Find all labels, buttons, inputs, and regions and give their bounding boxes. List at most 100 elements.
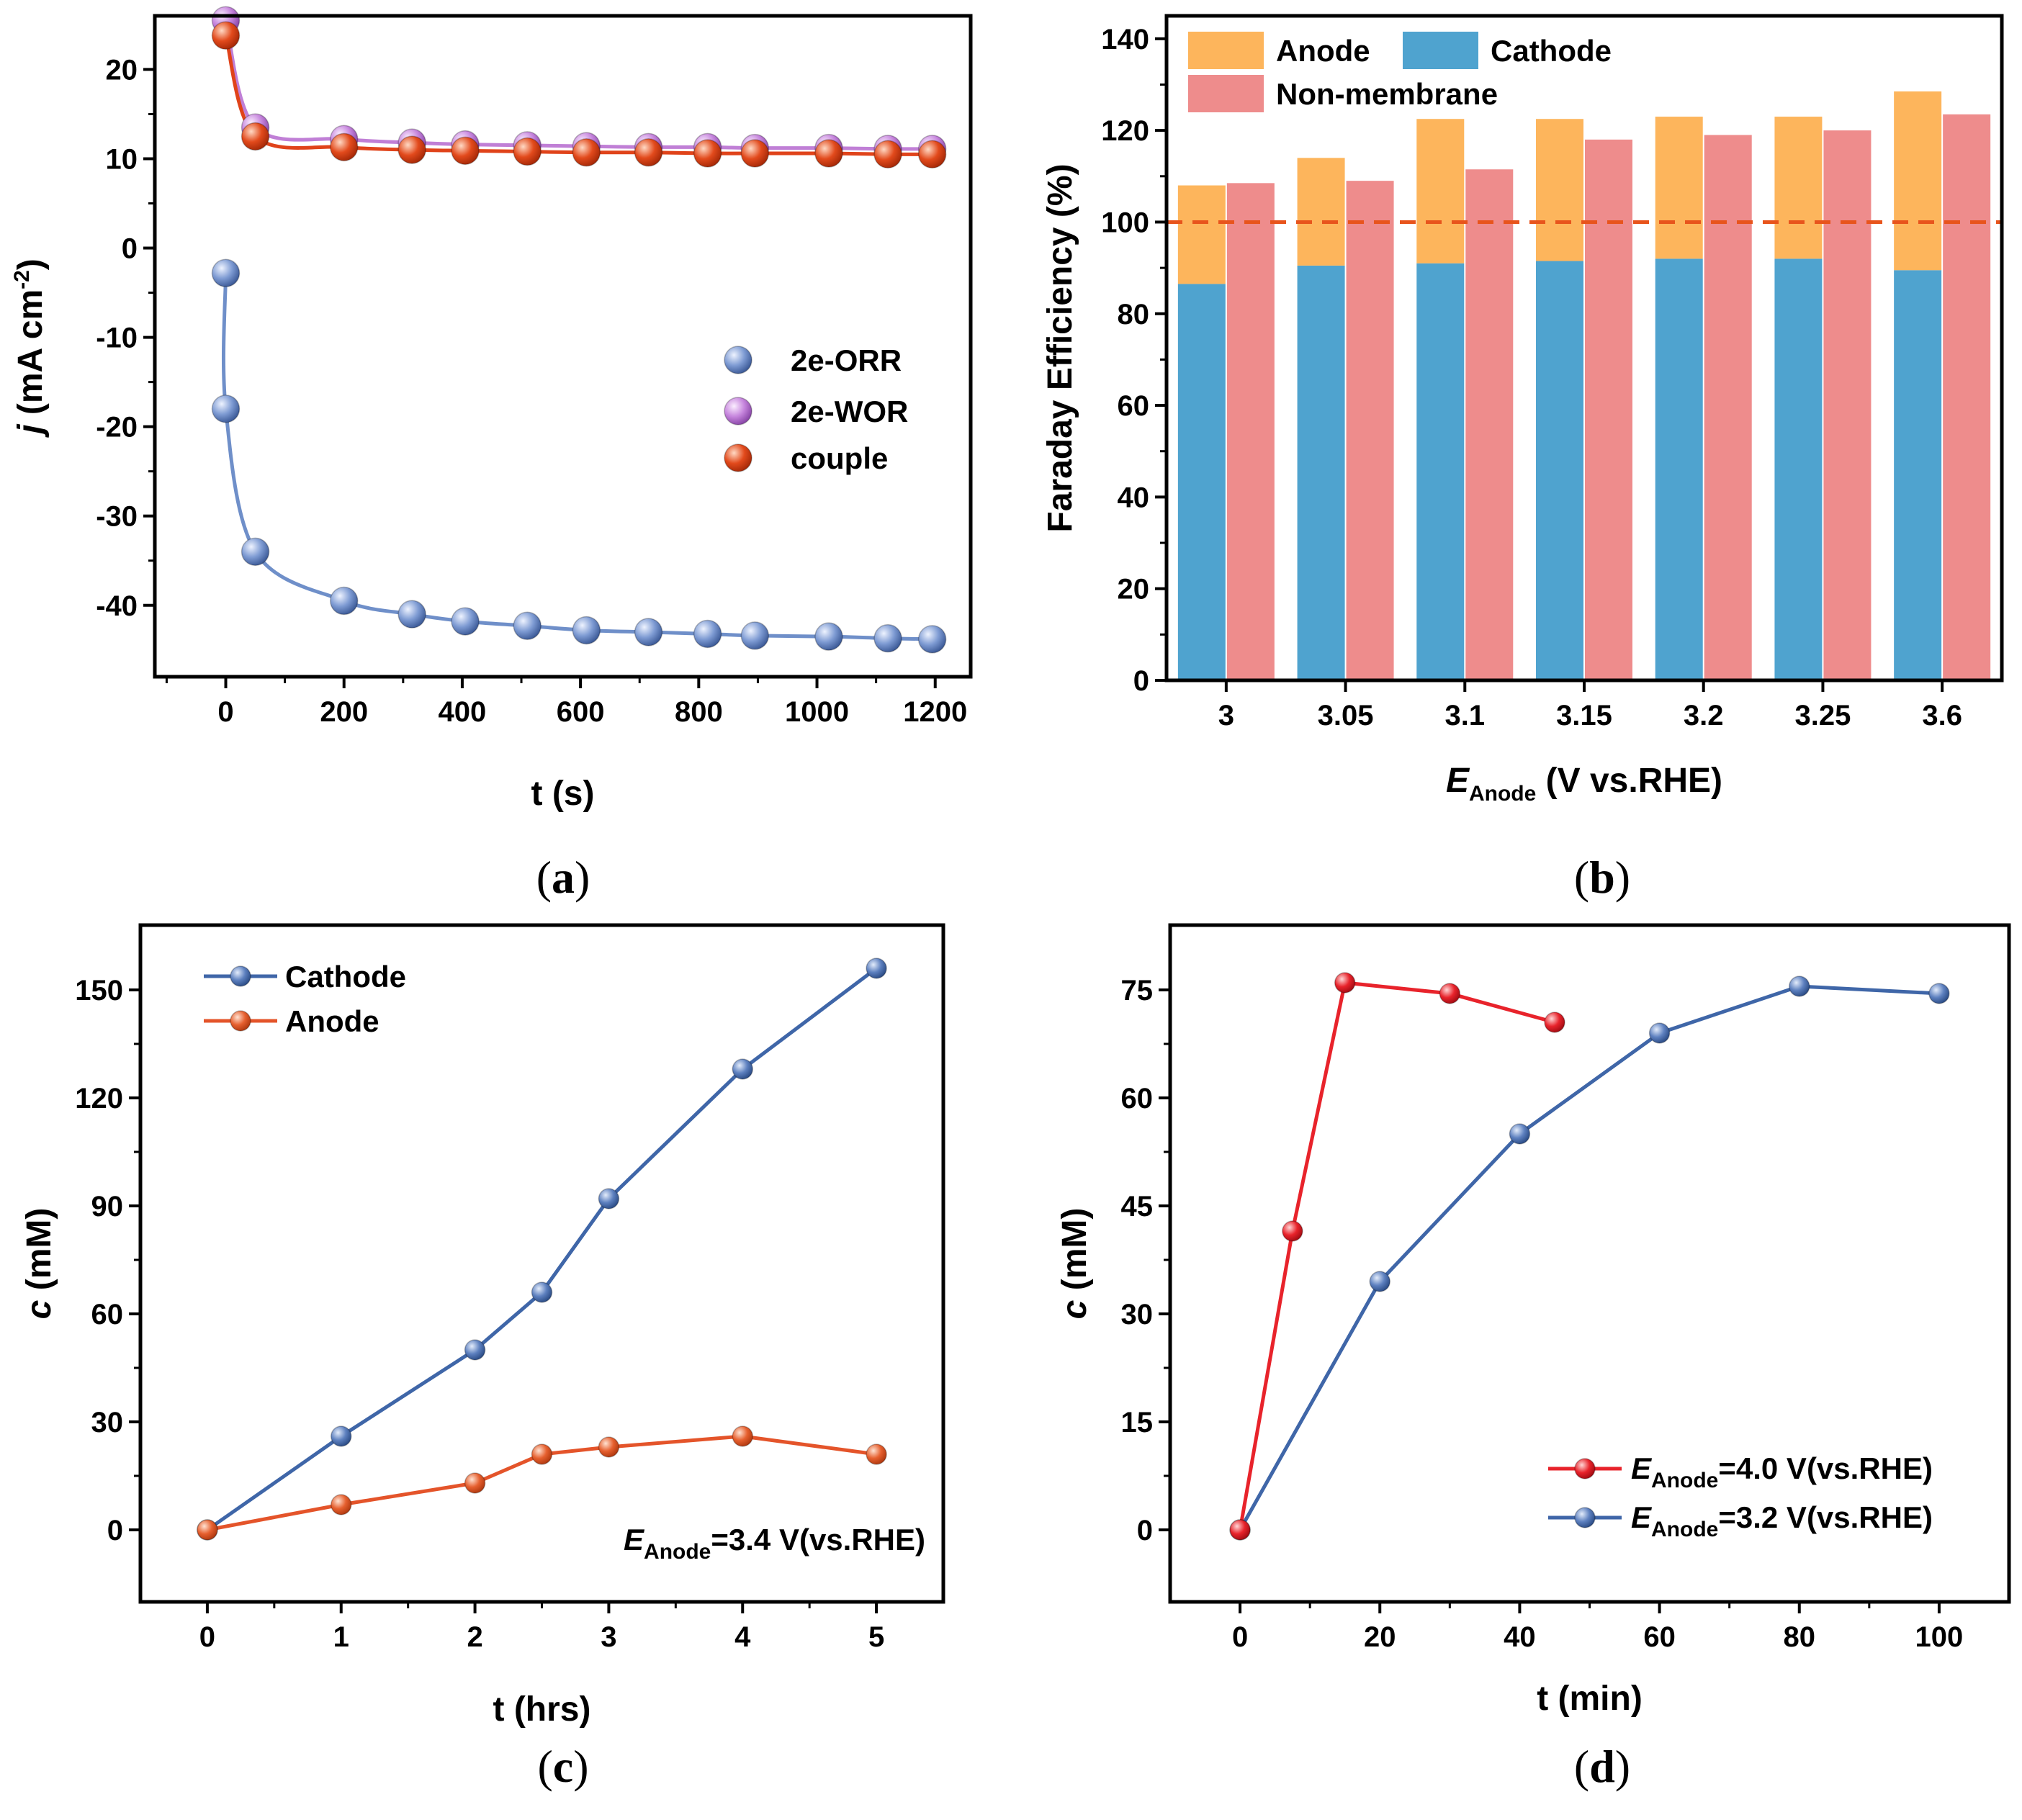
y-tick-label: 60: [91, 1299, 124, 1330]
x-tick-label: 4: [734, 1621, 751, 1653]
x-tick-label: 2: [467, 1621, 482, 1653]
y-tick-label: -10: [96, 323, 138, 354]
x-tick-label: 3.15: [1556, 700, 1612, 731]
data-point-couple: [873, 140, 902, 169]
legend-label-orr: 2e-ORR: [791, 343, 902, 377]
bar-anode: [1177, 185, 1226, 284]
y-tick-label: 10: [106, 143, 138, 175]
y-tick-label: 40: [1118, 482, 1150, 513]
bar-anode: [1536, 119, 1583, 261]
y-tick-label: 0: [1137, 1515, 1153, 1546]
bar-cathode: [1774, 258, 1823, 680]
y-tick-label: -20: [96, 412, 138, 443]
x-axis-label: t (hrs): [493, 1690, 591, 1729]
data-point-orr: [740, 621, 770, 650]
data-point-couple: [917, 140, 947, 169]
data-point-orr: [814, 622, 843, 651]
data-point-4-0v: [1229, 1519, 1251, 1541]
x-tick-label: 3.2: [1684, 700, 1724, 731]
x-tick-label: 3.1: [1444, 700, 1485, 731]
x-axis-label: EAnode (V vs.RHE): [1446, 762, 1722, 806]
data-point-couple: [397, 135, 426, 164]
plot-frame: [138, 923, 945, 1604]
legend-label-couple: couple: [791, 441, 888, 475]
y-tick-label: 60: [1118, 390, 1150, 422]
data-point-3-2v: [1369, 1271, 1390, 1292]
x-tick-label: 5: [868, 1621, 884, 1653]
data-point-couple: [740, 139, 770, 168]
data-point-couple: [513, 137, 542, 166]
y-tick-label: 15: [1121, 1407, 1154, 1438]
data-point-anode: [732, 1425, 753, 1447]
x-tick-label: 100: [1915, 1621, 1964, 1653]
data-point-anode: [598, 1436, 620, 1458]
legend-swatch-anode: [1188, 32, 1264, 69]
bar-cathode: [1536, 261, 1583, 680]
bar-anode: [1894, 91, 1942, 271]
x-tick-label: 3.05: [1318, 700, 1374, 731]
legend-label-anode: Anode: [285, 1004, 379, 1038]
x-tick-label: 3.25: [1794, 700, 1851, 731]
data-point-cathode: [531, 1281, 553, 1303]
series-line-wor: [224, 19, 933, 151]
y-tick-label: -30: [96, 501, 138, 533]
data-point-orr: [873, 623, 902, 653]
legend-label-wor: 2e-WOR: [791, 395, 908, 428]
y-tick-label: 20: [106, 54, 138, 86]
data-point-4-0v: [1439, 983, 1461, 1004]
y-tick-label: 60: [1121, 1083, 1154, 1114]
bar-cathode: [1297, 265, 1345, 681]
y-tick-label: 140: [1101, 24, 1149, 55]
data-point-orr: [693, 619, 722, 649]
bar-non-membrane: [1943, 114, 1991, 680]
y-tick-label: -40: [96, 590, 138, 622]
legend-label-4-0v: EAnode=4.0 V(vs.RHE): [1631, 1451, 1933, 1492]
legend-marker-3-2v: [1574, 1507, 1596, 1528]
data-point-orr: [397, 600, 426, 629]
data-point-orr: [572, 616, 601, 645]
panel-caption: (b): [1574, 852, 1630, 903]
data-point-couple: [572, 138, 601, 167]
legend-marker-anode: [230, 1010, 251, 1032]
data-point-couple: [693, 139, 722, 168]
bar-anode: [1655, 117, 1703, 259]
data-point-3-2v: [1648, 1022, 1671, 1044]
legend-marker-4-0v: [1574, 1458, 1596, 1479]
y-tick-label: 20: [1118, 574, 1150, 605]
data-point-anode: [331, 1494, 352, 1515]
panel-caption: (d): [1574, 1741, 1630, 1792]
y-tick-label: 0: [107, 1515, 123, 1546]
x-tick-label: 3: [1218, 700, 1234, 731]
x-tick-label: 0: [1232, 1621, 1248, 1653]
x-tick-label: 600: [557, 696, 605, 728]
y-tick-label: 75: [1121, 975, 1154, 1006]
annotation-e-anode: EAnode=3.4 V(vs.RHE): [624, 1523, 925, 1564]
bar-cathode: [1655, 258, 1703, 680]
y-tick-label: 45: [1121, 1191, 1154, 1222]
y-tick-label: 0: [1133, 665, 1149, 697]
data-point-couple: [814, 139, 843, 168]
data-point-anode: [464, 1472, 486, 1494]
x-tick-label: 0: [199, 1621, 215, 1653]
legend-marker-couple: [724, 443, 752, 472]
plot-frame: [1164, 14, 2004, 682]
data-point-couple: [241, 122, 270, 151]
data-point-couple: [211, 21, 241, 50]
data-point-orr: [211, 258, 241, 288]
x-tick-label: 3.6: [1922, 700, 1962, 731]
y-tick-label: 30: [1121, 1299, 1154, 1330]
data-point-3-2v: [1509, 1123, 1531, 1145]
data-point-cathode: [732, 1058, 753, 1080]
x-tick-label: 80: [1784, 1621, 1816, 1653]
plot-frame: [153, 14, 973, 679]
legend-swatch-non-membrane: [1188, 75, 1264, 112]
data-point-orr: [211, 395, 241, 423]
panel-b: 3 3.05 3.1 3.15 3.2 3.25 3.6 0 20 40 60 80 100 120 140…: [1041, 14, 2004, 903]
legend-label-non-membrane: Non-membrane: [1276, 77, 1498, 111]
x-tick-label: 1200: [903, 696, 967, 728]
y-axis-label: Faraday Efficiency (%): [1041, 163, 1079, 532]
bar-anode: [1297, 158, 1345, 266]
data-point-cathode: [866, 958, 887, 979]
data-point-3-2v: [1789, 976, 1810, 997]
data-point-4-0v: [1544, 1012, 1565, 1033]
